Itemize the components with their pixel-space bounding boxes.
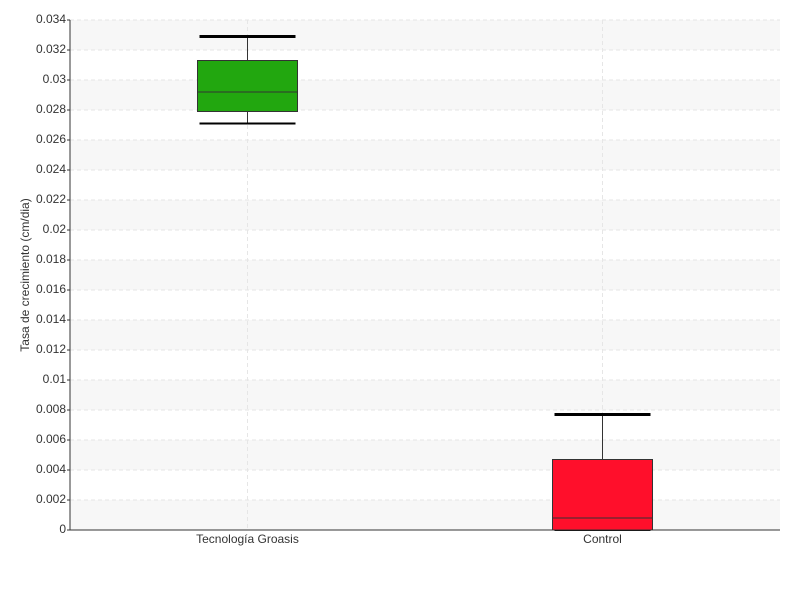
y-tick-label: 0.004 <box>36 462 66 476</box>
y-tick-label: 0.03 <box>43 72 67 86</box>
grid-band <box>70 440 780 470</box>
grid-band <box>70 320 780 350</box>
box <box>552 459 653 531</box>
y-tick-label: 0.034 <box>36 12 66 26</box>
y-tick-label: 0.024 <box>36 162 66 176</box>
y-tick-label: 0.016 <box>36 282 66 296</box>
grid-band <box>70 80 780 110</box>
y-tick-label: 0.026 <box>36 132 66 146</box>
y-axis-label: Tasa de crecimiento (cm/dia) <box>18 198 32 351</box>
y-tick-label: 0.012 <box>36 342 66 356</box>
y-tick-label: 0.014 <box>36 312 66 326</box>
y-tick-label: 0.002 <box>36 492 66 506</box>
y-tick-label: 0.02 <box>43 222 67 236</box>
grid-band <box>70 380 780 410</box>
y-tick-label: 0.006 <box>36 432 66 446</box>
y-tick-label: 0.022 <box>36 192 66 206</box>
grid-band <box>70 20 780 50</box>
y-tick-label: 0 <box>59 522 66 536</box>
x-tick-label: Control <box>583 532 622 546</box>
y-tick-label: 0.01 <box>43 372 67 386</box>
box <box>197 60 298 112</box>
y-tick-label: 0.028 <box>36 102 66 116</box>
grid-band <box>70 140 780 170</box>
y-tick-label: 0.032 <box>36 42 66 56</box>
grid-band <box>70 200 780 230</box>
x-tick-label: Tecnología Groasis <box>196 532 299 546</box>
grid-band <box>70 260 780 290</box>
grid-band <box>70 500 780 530</box>
y-tick-label: 0.018 <box>36 252 66 266</box>
y-tick-label: 0.008 <box>36 402 66 416</box>
